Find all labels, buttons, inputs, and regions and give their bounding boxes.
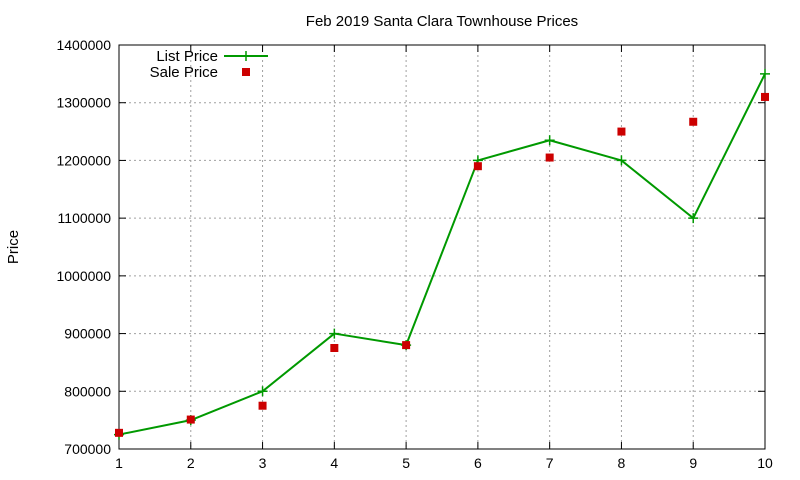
x-tick-label: 3 <box>259 455 267 471</box>
list-price-point <box>257 386 268 397</box>
y-tick-label: 900000 <box>64 326 111 342</box>
x-tick-label: 2 <box>187 455 195 471</box>
legend-label-sale-price: Sale Price <box>150 64 218 81</box>
list-price-point <box>688 213 699 224</box>
y-tick-label: 1300000 <box>56 95 111 111</box>
plot-frame <box>118 44 766 450</box>
y-tick-label: 1200000 <box>56 152 111 168</box>
sale-price-point <box>545 153 554 162</box>
sale-price-point <box>115 428 123 437</box>
sale-price-point <box>402 341 411 350</box>
sale-price-point <box>186 415 195 424</box>
series-line-list-price <box>118 73 766 436</box>
x-tick-label: 7 <box>546 455 554 471</box>
list-price-point <box>616 155 627 166</box>
sale-price-point <box>330 344 339 352</box>
list-price-point <box>544 135 555 146</box>
sale-price-point <box>761 92 769 101</box>
x-tick-label: 6 <box>474 455 482 471</box>
series <box>114 68 770 440</box>
sale-price-point <box>258 401 267 410</box>
list-price-point <box>329 328 340 339</box>
x-tick-label: 1 <box>115 455 123 471</box>
legend-marker-list-price <box>241 51 251 61</box>
y-tick-labels: 700000 800000 900000 1000000 1100000 1200000 1… <box>56 37 111 457</box>
y-tick-label: 1400000 <box>56 37 111 53</box>
x-tick-label: 10 <box>757 455 773 471</box>
legend: List Price Sale Price <box>150 48 268 81</box>
legend-label-list-price: List Price <box>156 48 218 65</box>
sale-price-point <box>473 162 482 171</box>
axis-ticks <box>118 44 766 450</box>
x-tick-label: 9 <box>689 455 697 471</box>
y-tick-label: 1100000 <box>58 210 112 226</box>
chart-title: Feb 2019 Santa Clara Townhouse Prices <box>306 13 578 30</box>
x-tick-label: 8 <box>618 455 626 471</box>
legend-marker-sale-price <box>242 68 250 76</box>
x-tick-label: 5 <box>402 455 410 471</box>
sale-price-point <box>689 117 698 126</box>
y-tick-label: 800000 <box>64 383 111 399</box>
x-tick-labels: 1 2 3 4 5 6 7 8 9 10 <box>115 455 773 471</box>
y-axis-label: Price <box>5 230 22 264</box>
y-tick-label: 1000000 <box>56 268 111 284</box>
grid-lines <box>119 45 765 449</box>
y-tick-label: 700000 <box>64 441 111 457</box>
sale-price-point <box>617 127 626 136</box>
x-tick-label: 4 <box>330 455 338 471</box>
list-price-point <box>760 68 770 79</box>
